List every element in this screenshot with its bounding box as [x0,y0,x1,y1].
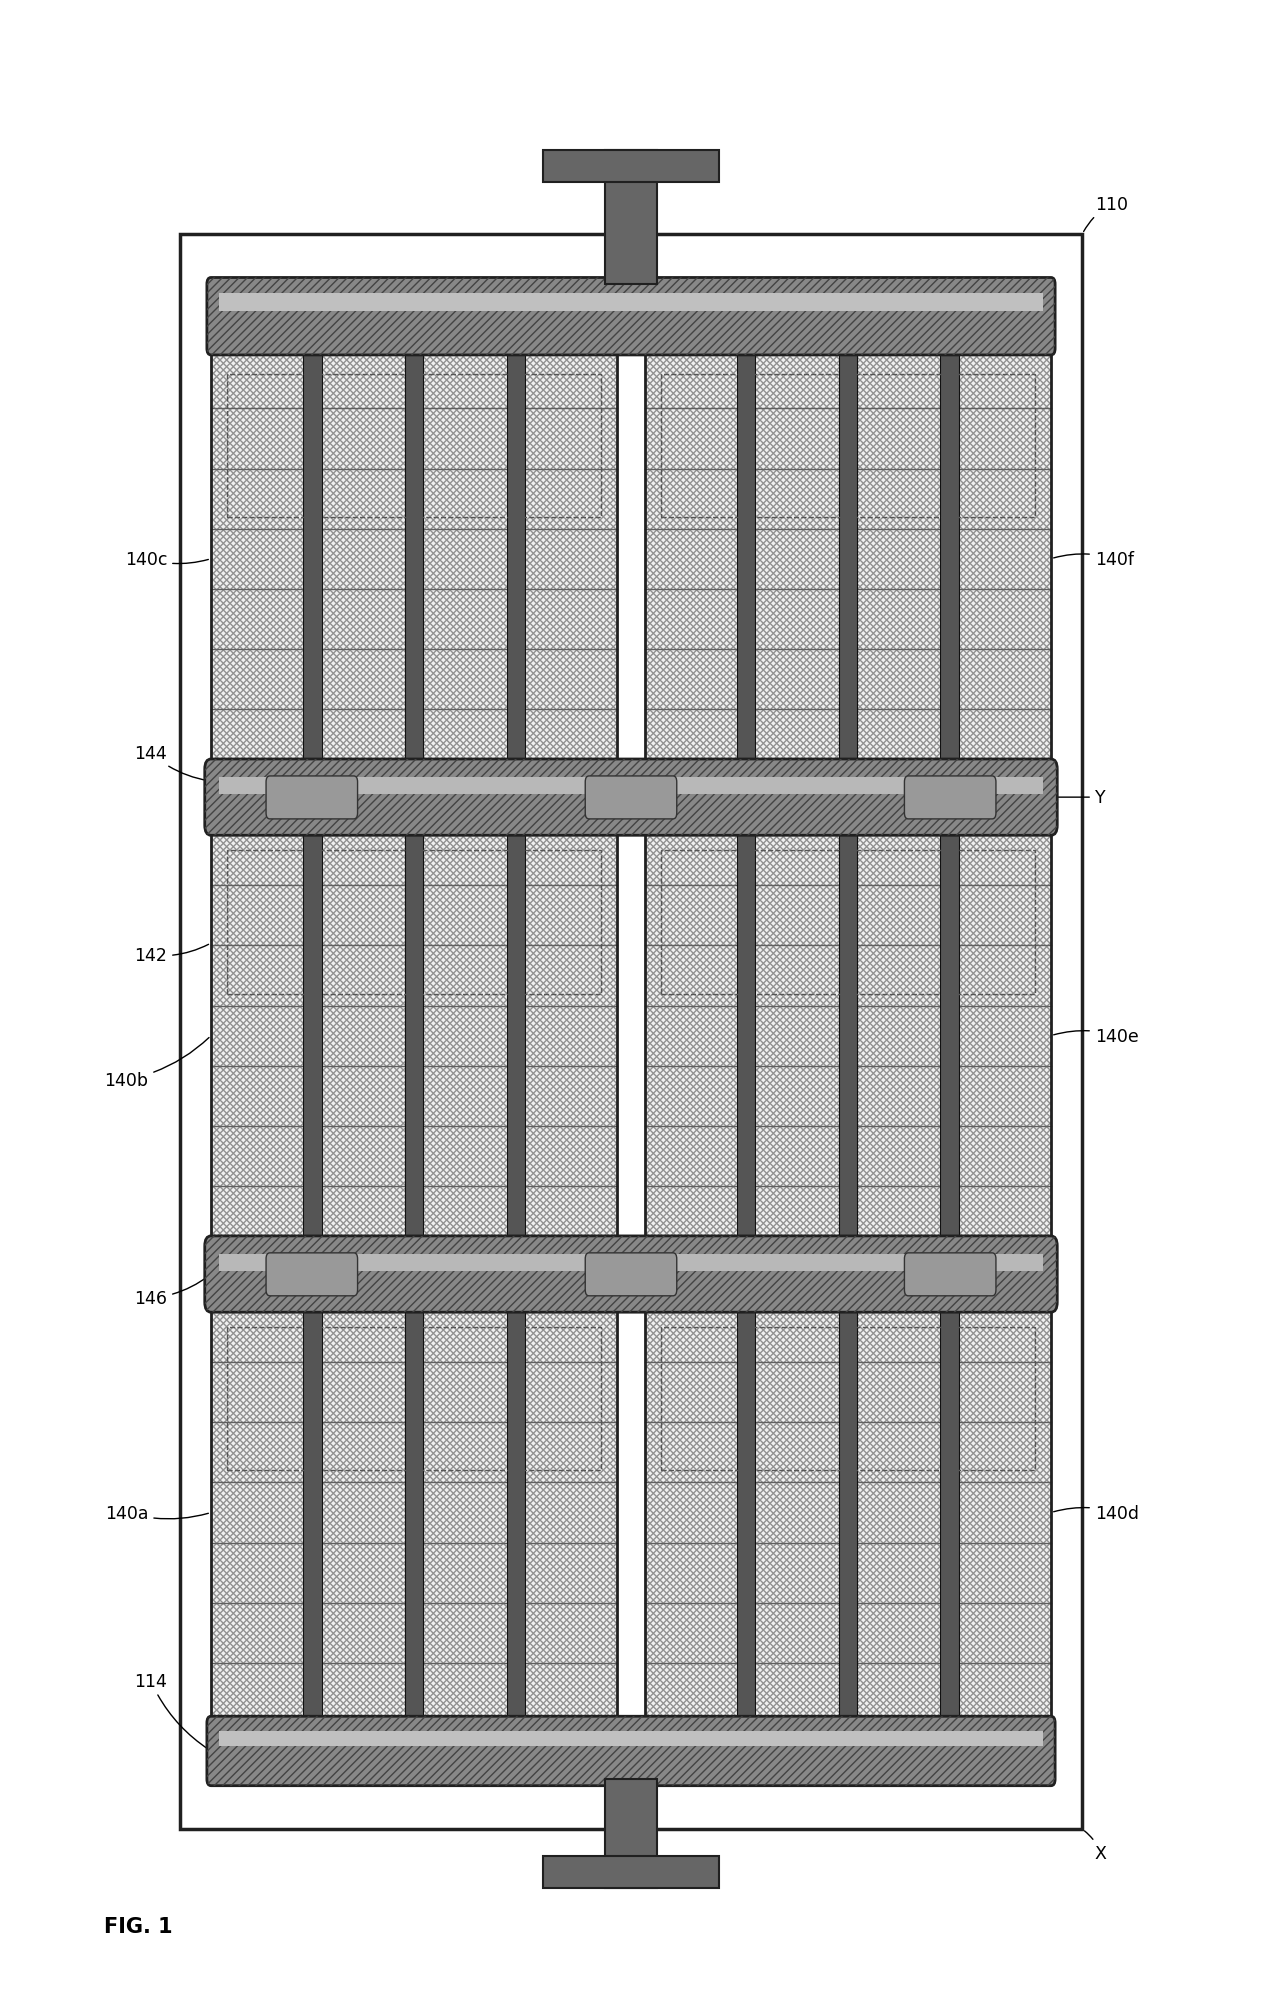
Bar [405,348,423,769]
Bar [227,375,601,518]
Bar [303,826,322,1247]
Text: 140c: 140c [125,550,208,568]
FancyBboxPatch shape [204,1237,1058,1313]
Bar [645,348,1051,769]
Bar [604,151,658,284]
Bar [220,777,1042,796]
Bar [645,826,1051,1247]
Bar [211,826,617,1247]
Bar [645,348,1051,769]
Bar [179,236,1083,1829]
Bar [645,826,1051,1247]
Text: 140e: 140e [1054,1027,1138,1045]
Bar [211,1303,617,1724]
Text: FIG. 1: FIG. 1 [105,1915,173,1935]
FancyBboxPatch shape [266,1253,357,1297]
Bar [839,826,857,1247]
Bar [645,1303,1051,1724]
Bar [645,826,1051,1247]
Text: 144: 144 [134,745,208,781]
Bar [839,348,857,769]
Bar [211,826,617,1247]
Bar [405,826,423,1247]
Bar [940,826,959,1247]
Bar [645,826,1051,1247]
Text: 140a: 140a [105,1504,208,1523]
Bar [737,348,756,769]
FancyBboxPatch shape [266,777,357,820]
Bar [227,852,601,995]
Bar [211,348,617,769]
Bar [506,348,525,769]
Text: Y: Y [1054,789,1106,808]
Bar [211,348,617,769]
Text: 114: 114 [134,1672,208,1750]
Bar [211,826,617,1247]
Bar [211,348,617,769]
Bar [211,348,617,769]
Bar [211,1303,617,1724]
Text: 140d: 140d [1054,1504,1138,1523]
Bar [211,826,617,1247]
Bar [604,1778,658,1889]
Bar [645,1303,1051,1724]
Bar [543,1857,719,1889]
Bar [211,1303,617,1724]
Bar [220,1730,1042,1746]
Bar [940,1303,959,1724]
Bar [737,826,756,1247]
FancyBboxPatch shape [207,1716,1055,1786]
FancyBboxPatch shape [586,777,676,820]
Bar [661,852,1035,995]
Bar [645,348,1051,769]
Bar [220,294,1042,312]
Text: 140f: 140f [1054,550,1133,568]
Text: 142: 142 [134,945,208,965]
Bar [506,1303,525,1724]
Bar [645,1303,1051,1724]
Bar [645,348,1051,769]
Bar [940,348,959,769]
Bar [645,1303,1051,1724]
Bar [405,1303,423,1724]
FancyBboxPatch shape [905,777,996,820]
Bar [506,826,525,1247]
Text: 140b: 140b [105,1037,209,1090]
Text: X: X [1084,1831,1107,1863]
Bar [303,348,322,769]
Bar [227,1327,601,1470]
Bar [661,375,1035,518]
FancyBboxPatch shape [905,1253,996,1297]
Bar [737,1303,756,1724]
Bar [220,1255,1042,1271]
Bar [211,1303,617,1724]
FancyBboxPatch shape [586,1253,676,1297]
Bar [543,151,719,183]
Text: 110: 110 [1084,195,1128,232]
Bar [839,1303,857,1724]
Bar [303,1303,322,1724]
Text: 146: 146 [134,1277,208,1307]
FancyBboxPatch shape [207,278,1055,356]
FancyBboxPatch shape [204,759,1058,836]
Bar [661,1327,1035,1470]
